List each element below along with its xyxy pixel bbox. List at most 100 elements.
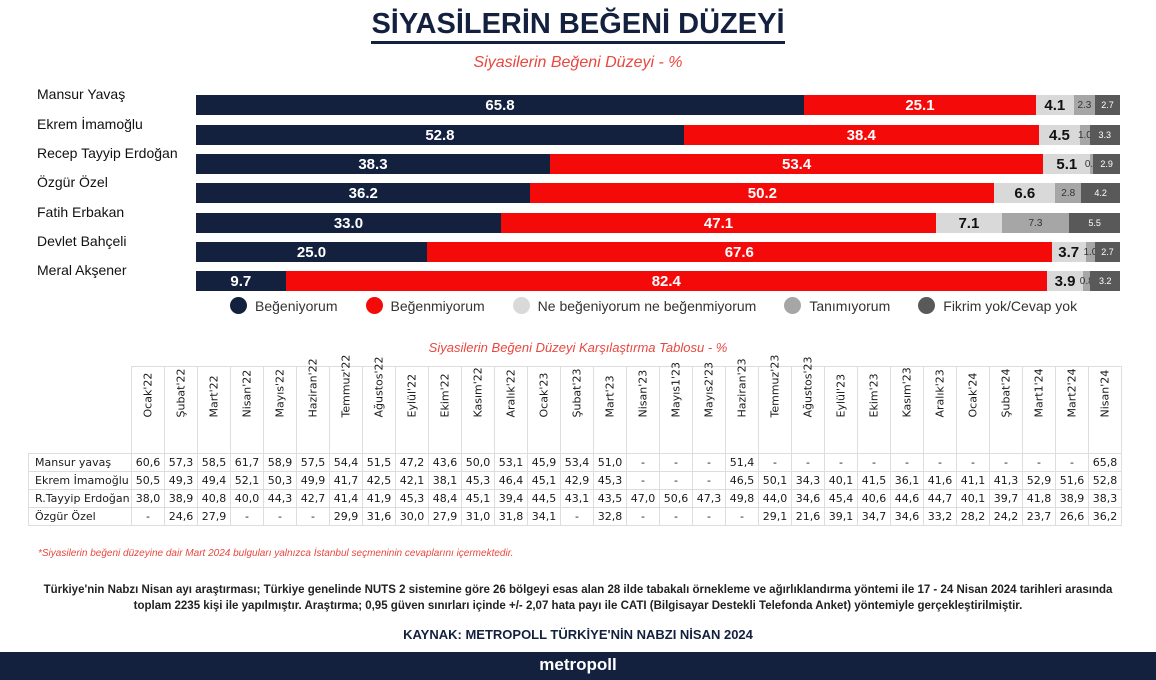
row-name: Ekrem İmamoğlu: [28, 471, 132, 490]
column-header: Haziran'23: [725, 358, 759, 454]
column-header: Aralık'23: [923, 366, 957, 454]
table-cell: 41,8: [1022, 489, 1056, 508]
table-cell: 50,1: [758, 471, 792, 490]
bar-segment: 2.9: [1093, 154, 1120, 174]
bar-segment: 67.6: [427, 242, 1052, 262]
table-cell: 39,4: [494, 489, 528, 508]
bar-row: 52.8 38.4 4.5 1.0 3.3: [196, 125, 1120, 145]
table-cell: -: [296, 507, 330, 526]
table-cell: -: [989, 453, 1023, 472]
table-cell: 41,6: [923, 471, 957, 490]
table-cell: 49,8: [725, 489, 759, 508]
table-cell: 47,3: [692, 489, 726, 508]
table-cell: 32,8: [593, 507, 627, 526]
column-header: Mart1'24: [1022, 366, 1056, 454]
legend-swatch: [784, 297, 802, 314]
table-cell: 45,4: [824, 489, 858, 508]
column-header: Eylül'22: [395, 366, 429, 454]
column-header: Nisan'23: [626, 366, 660, 454]
legend-swatch: [230, 297, 247, 314]
table-cell: 51,5: [362, 453, 396, 472]
legend-swatch: [918, 297, 936, 314]
column-header: Mart'23: [593, 366, 627, 454]
bar-segment: 36.2: [196, 183, 531, 203]
table-cell: 52,9: [1022, 471, 1056, 490]
table-cell: 40,6: [857, 489, 891, 508]
column-header: Ağustos'23: [791, 356, 825, 454]
legend-item: Fikrim yok/Cevap yok: [918, 297, 1077, 314]
bar-segment: 38.4: [683, 125, 1039, 145]
legend-label: Beğenmiyorum: [390, 297, 485, 314]
table-header-row: Ocak'22 Şubat'22 Mart'22 Nisan'22 Mayıs'22 Ha…: [28, 354, 1122, 454]
bar-segment: 47.1: [500, 213, 937, 233]
bar-segment: 4.5: [1038, 125, 1081, 145]
legend-label: Beğeniyorum: [255, 297, 338, 314]
table-cell: 34,1: [527, 507, 561, 526]
column-header: Ocak'23: [527, 366, 561, 454]
column-header: Haziran'22: [296, 358, 330, 454]
table-cell: 44,5: [527, 489, 561, 508]
table-cell: 58,9: [263, 453, 297, 472]
table-cell: -: [923, 453, 957, 472]
table-cell: 51,0: [593, 453, 627, 472]
column-header: Şubat'23: [560, 366, 594, 454]
legend-swatch: [512, 297, 530, 314]
table-cell: 45,3: [461, 471, 495, 490]
table-cell: 38,9: [164, 489, 198, 508]
bar-segment: 2.3: [1073, 95, 1096, 115]
table-cell: 43,5: [593, 489, 627, 508]
table-cell: 44,3: [263, 489, 297, 508]
table-cell: 49,4: [197, 471, 231, 490]
table-cell: 27,9: [197, 507, 231, 526]
table-cell: -: [1055, 453, 1089, 472]
table-cell: 57,3: [164, 453, 198, 472]
bar-segment: 4.2: [1081, 183, 1120, 203]
bar-segment: 50.2: [530, 183, 995, 203]
table-cell: 26,6: [1055, 507, 1089, 526]
column-header: Eylül'23: [824, 366, 858, 454]
legend-item: Beğeniyorum: [230, 297, 338, 314]
table-cell: -: [659, 471, 693, 490]
table-cell: 50,6: [659, 489, 693, 508]
table-cell: 41,3: [989, 471, 1023, 490]
legend: Beğeniyorum Beğenmiyorum Ne beğeniyorum ne…: [230, 297, 1077, 314]
bar-segment: 25.1: [803, 95, 1036, 115]
table-cell: 50,0: [461, 453, 495, 472]
column-header: Kasım'23: [890, 366, 924, 454]
table-cell: -: [1022, 453, 1056, 472]
table-cell: -: [692, 453, 726, 472]
column-header: Şubat'24: [989, 366, 1023, 454]
table-cell: 31,6: [362, 507, 396, 526]
table-title: Siyasilerin Beğeni Düzeyi Karşılaştırma …: [428, 340, 728, 355]
table-cell: 36,1: [890, 471, 924, 490]
person-label: Recep Tayyip Erdoğan: [37, 145, 178, 161]
table-cell: -: [956, 453, 990, 472]
table-cell: 23,7: [1022, 507, 1056, 526]
column-header: Ekim'23: [857, 366, 891, 454]
bar-row: 9.7 82.4 3.9 0.8 3.2: [196, 271, 1120, 291]
bar-segment: 1.0: [1083, 242, 1097, 262]
column-header: Şubat'22: [164, 366, 198, 454]
bar-row: 38.3 53.4 5.1 0.3 2.9: [196, 154, 1120, 174]
row-name: Özgür Özel: [28, 507, 132, 526]
table-cell: -: [230, 507, 264, 526]
column-header: Aralık'22: [494, 366, 528, 454]
table-cell: 41,9: [362, 489, 396, 508]
table-cell: 43,6: [428, 453, 462, 472]
table-cell: 29,1: [758, 507, 792, 526]
table-cell: 36,2: [1088, 507, 1122, 526]
column-header: Mart'22: [197, 366, 231, 454]
bar-segment: 1.0: [1078, 125, 1092, 145]
legend-swatch: [365, 297, 383, 314]
bar-segment: 65.8: [196, 95, 804, 115]
bar-segment: 0.3: [1085, 154, 1099, 174]
bar-segment: 4.1: [1035, 95, 1074, 115]
footnote: *Siyasilerin beğeni düzeyine dair Mart 2…: [38, 548, 514, 559]
bar-segment: 82.4: [285, 271, 1047, 291]
table-cell: 27,9: [428, 507, 462, 526]
table-cell: 49,9: [296, 471, 330, 490]
person-label: Ekrem İmamoğlu: [37, 116, 143, 132]
table-cell: 48,4: [428, 489, 462, 508]
table-cell: 45,1: [461, 489, 495, 508]
table-cell: -: [791, 453, 825, 472]
